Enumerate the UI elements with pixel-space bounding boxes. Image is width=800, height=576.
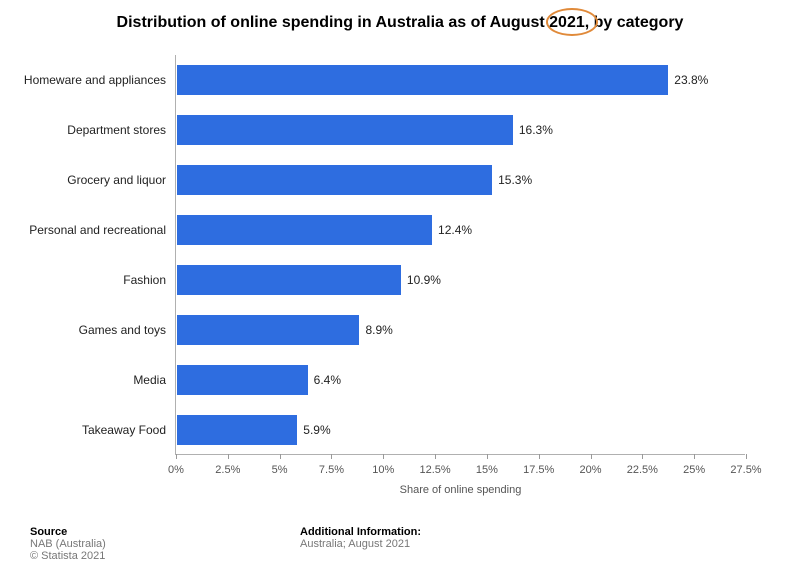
bar-row: Personal and recreational12.4% [176, 214, 745, 246]
bar-value-label: 15.3% [498, 173, 532, 187]
x-tick-label: 5% [272, 464, 288, 476]
x-tick-label: 22.5% [627, 464, 658, 476]
category-label: Games and toys [79, 323, 166, 337]
bar: 23.8% [176, 64, 669, 96]
x-tick-label: 25% [683, 464, 705, 476]
category-label: Takeaway Food [82, 423, 166, 437]
footer-source: Source NAB (Australia) © Statista 2021 [30, 526, 106, 562]
bar-row: Fashion10.9% [176, 264, 745, 296]
x-tick-label: 12.5% [419, 464, 450, 476]
bar-value-label: 6.4% [314, 373, 341, 387]
bar: 5.9% [176, 414, 298, 446]
bar-value-label: 8.9% [365, 323, 392, 337]
bar: 15.3% [176, 164, 493, 196]
bar: 12.4% [176, 214, 433, 246]
x-tick [487, 454, 488, 459]
x-tick [591, 454, 592, 459]
category-label: Department stores [67, 123, 166, 137]
x-tick-label: 17.5% [523, 464, 554, 476]
category-label: Fashion [123, 273, 166, 287]
bar-value-label: 5.9% [303, 423, 330, 437]
x-tick [228, 454, 229, 459]
category-label: Homeware and appliances [24, 73, 166, 87]
chart-title: Distribution of online spending in Austr… [117, 14, 684, 31]
x-axis-label: Share of online spending [400, 484, 522, 496]
copyright-text: © Statista 2021 [30, 550, 106, 562]
bar: 10.9% [176, 264, 402, 296]
x-tick [539, 454, 540, 459]
x-tick-label: 10% [372, 464, 394, 476]
bar-value-label: 23.8% [674, 73, 708, 87]
source-heading: Source [30, 526, 106, 538]
x-tick [642, 454, 643, 459]
x-tick-label: 20% [580, 464, 602, 476]
x-tick [383, 454, 384, 459]
x-tick [176, 454, 177, 459]
source-text: NAB (Australia) [30, 538, 106, 550]
category-label: Grocery and liquor [67, 173, 166, 187]
x-tick-label: 15% [476, 464, 498, 476]
bar: 8.9% [176, 314, 360, 346]
bar-row: Takeaway Food5.9% [176, 414, 745, 446]
bar-value-label: 10.9% [407, 273, 441, 287]
category-label: Media [133, 373, 166, 387]
bar-row: Homeware and appliances23.8% [176, 64, 745, 96]
x-tick [746, 454, 747, 459]
x-tick-label: 2.5% [215, 464, 240, 476]
bar-row: Department stores16.3% [176, 114, 745, 146]
bar-row: Media6.4% [176, 364, 745, 396]
x-tick [280, 454, 281, 459]
additional-heading: Additional Information: [300, 526, 421, 538]
x-tick [694, 454, 695, 459]
additional-text: Australia; August 2021 [300, 538, 421, 550]
bar: 16.3% [176, 114, 514, 146]
bar-value-label: 12.4% [438, 223, 472, 237]
x-tick-label: 7.5% [319, 464, 344, 476]
chart-title-wrap: Distribution of online spending in Austr… [0, 14, 800, 32]
x-tick [331, 454, 332, 459]
footer-additional: Additional Information: Australia; Augus… [300, 526, 421, 550]
plot-area: 0%2.5%5%7.5%10%12.5%15%17.5%20%22.5%25%2… [175, 55, 745, 455]
x-tick-label: 27.5% [730, 464, 761, 476]
bar-row: Games and toys8.9% [176, 314, 745, 346]
x-tick [435, 454, 436, 459]
bar-row: Grocery and liquor15.3% [176, 164, 745, 196]
x-tick-label: 0% [168, 464, 184, 476]
category-label: Personal and recreational [29, 223, 166, 237]
bar-value-label: 16.3% [519, 123, 553, 137]
bar: 6.4% [176, 364, 309, 396]
